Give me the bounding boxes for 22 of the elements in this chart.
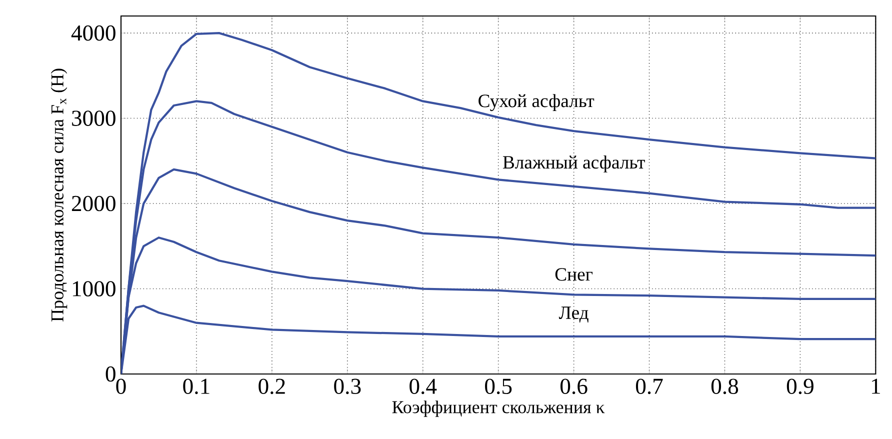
x-tick-label: 0.9 — [786, 378, 814, 394]
series-label: Лед — [558, 306, 588, 322]
x-tick-label: 0.6 — [560, 378, 588, 394]
x-axis-title: Коэффициент скольжения κ — [392, 400, 605, 417]
x-tick-label: 0 — [116, 378, 126, 394]
x-tick-label: 0.8 — [711, 378, 738, 394]
x-tick-label: 1 — [872, 378, 880, 394]
x-tick-label: 0.7 — [636, 378, 663, 394]
y-tick-label: 2000 — [72, 196, 116, 212]
x-tick-label: 0.5 — [485, 378, 512, 394]
x-tick-label: 0.2 — [258, 378, 285, 394]
x-tick-label: 0.3 — [334, 378, 361, 394]
x-tick-label: 0.4 — [410, 378, 437, 394]
series-label: Снег — [555, 268, 593, 281]
y-tick-label: 3000 — [72, 110, 116, 126]
series-label: Влажный асфальт — [502, 155, 645, 172]
y-axis-title: Продольная колесная сила F$_{x}$ (Н) — [50, 68, 68, 322]
y-tick-label: 1000 — [72, 281, 116, 296]
series-label: Сухой асфальт — [478, 94, 594, 112]
x-tick-label: 0.1 — [183, 378, 210, 394]
y-tick-label: 0 — [106, 366, 116, 382]
y-tick-label: 4000 — [71, 25, 116, 41]
